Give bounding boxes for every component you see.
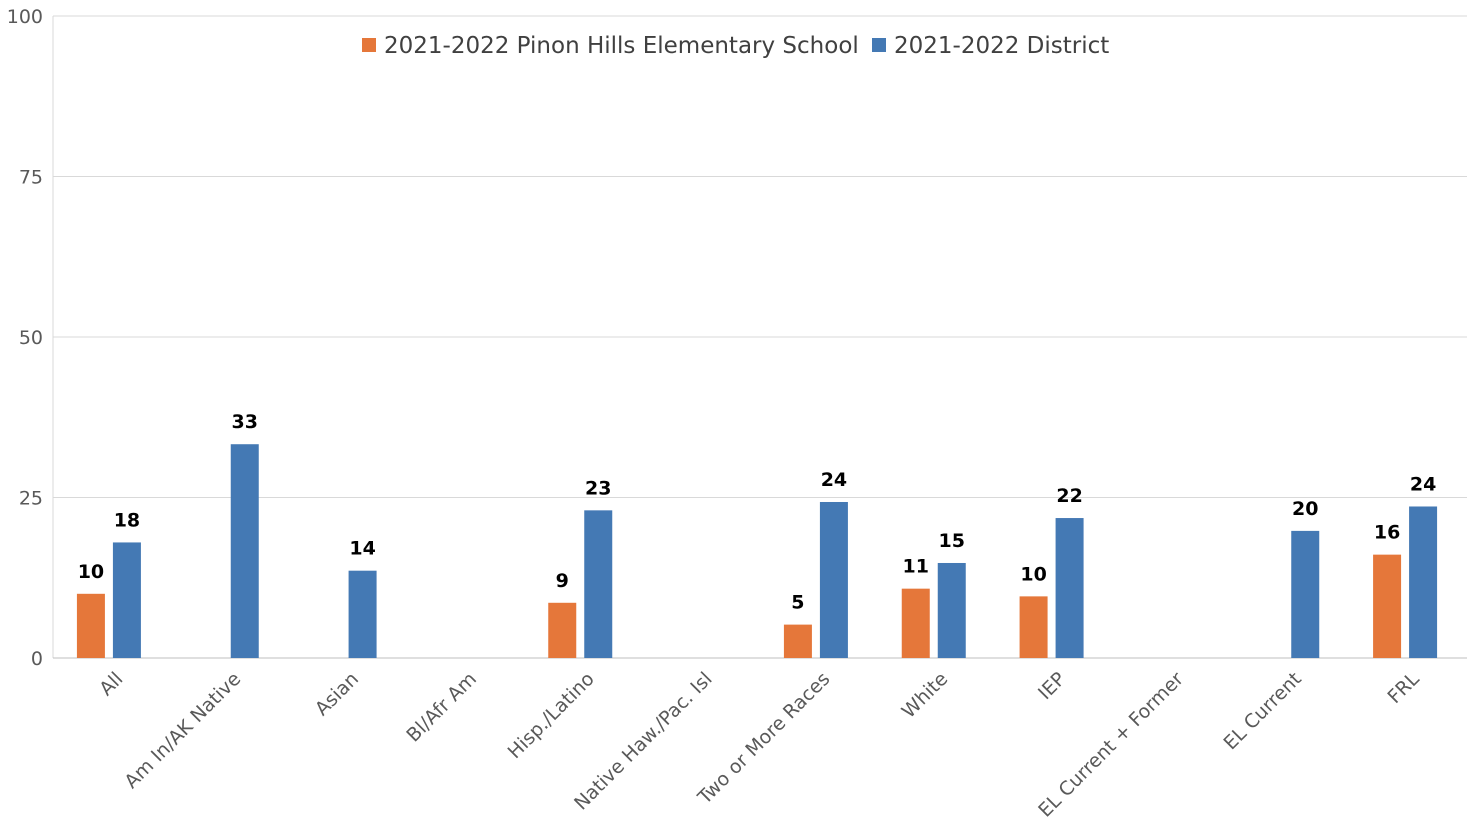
- x-tick-label: IEP: [1034, 668, 1070, 704]
- bar-series-0-4: [548, 602, 577, 658]
- data-label-series-1-1: 33: [232, 411, 258, 433]
- legend: 2021-2022 Pinon Hills Elementary School 2…: [362, 33, 1109, 59]
- bar-series-0-8: [1019, 596, 1048, 658]
- x-tick-label: White: [898, 668, 953, 723]
- y-tick-label: 25: [19, 488, 43, 510]
- y-tick-label: 0: [31, 648, 43, 670]
- bar-series-1-7: [937, 562, 966, 658]
- data-label-series-0-6: 5: [791, 592, 804, 614]
- x-tick-label: Asian: [311, 668, 363, 720]
- data-label-series-1-2: 14: [349, 538, 375, 560]
- x-tick-label: Hisp./Latino: [504, 668, 599, 763]
- bar-series-1-11: [1409, 506, 1438, 658]
- y-tick-label: 50: [19, 327, 43, 349]
- bar-series-0-7: [901, 588, 930, 658]
- data-label-series-0-8: 10: [1020, 563, 1046, 585]
- data-label-series-1-11: 24: [1410, 473, 1436, 495]
- bar-series-1-6: [819, 501, 848, 658]
- x-tick-label: Am In/AK Native: [120, 668, 245, 793]
- legend-label: 2021-2022 District: [894, 33, 1109, 59]
- bar-series-0-6: [783, 624, 812, 658]
- bar-series-0-0: [76, 593, 105, 658]
- x-tick-label: All: [95, 668, 127, 700]
- data-label-series-1-0: 18: [114, 509, 140, 531]
- data-label-series-1-6: 24: [821, 469, 847, 491]
- bar-series-1-8: [1055, 518, 1084, 658]
- legend-swatch: [872, 38, 886, 52]
- data-label-series-0-4: 9: [556, 570, 569, 592]
- gridlines: [53, 15, 1467, 498]
- y-tick-label: 75: [19, 167, 43, 189]
- x-tick-label: Two or More Races: [693, 668, 834, 809]
- data-label-series-0-11: 16: [1374, 522, 1400, 544]
- legend-label: 2021-2022 Pinon Hills Elementary School: [384, 33, 859, 59]
- data-label-series-1-4: 23: [585, 477, 611, 499]
- y-tick-label: 100: [7, 6, 43, 28]
- x-tick-label: Bl/Afr Am: [402, 668, 481, 747]
- x-tick-label: FRL: [1384, 668, 1424, 708]
- legend-swatch: [362, 38, 376, 52]
- bar-series-1-4: [584, 510, 613, 658]
- bar-series-1-0: [112, 542, 141, 658]
- bar-series-1-1: [230, 444, 259, 658]
- data-label-series-1-7: 15: [939, 530, 965, 552]
- bars: [76, 444, 1438, 658]
- legend-item-0: 2021-2022 Pinon Hills Elementary School: [362, 33, 859, 59]
- bar-series-1-10: [1291, 530, 1320, 658]
- bar-series-1-2: [348, 570, 377, 658]
- x-tick-label: EL Current: [1220, 668, 1306, 754]
- data-label-series-0-7: 11: [903, 556, 929, 578]
- data-label-series-1-10: 20: [1292, 498, 1318, 520]
- data-labels: 10 18 33 14 9 23 5 24 11 15 10 22 20 16 24: [78, 411, 1437, 613]
- data-label-series-0-0: 10: [78, 561, 104, 583]
- data-label-series-1-8: 22: [1056, 485, 1082, 507]
- legend-item-1: 2021-2022 District: [872, 33, 1109, 59]
- bar-series-0-11: [1373, 554, 1402, 658]
